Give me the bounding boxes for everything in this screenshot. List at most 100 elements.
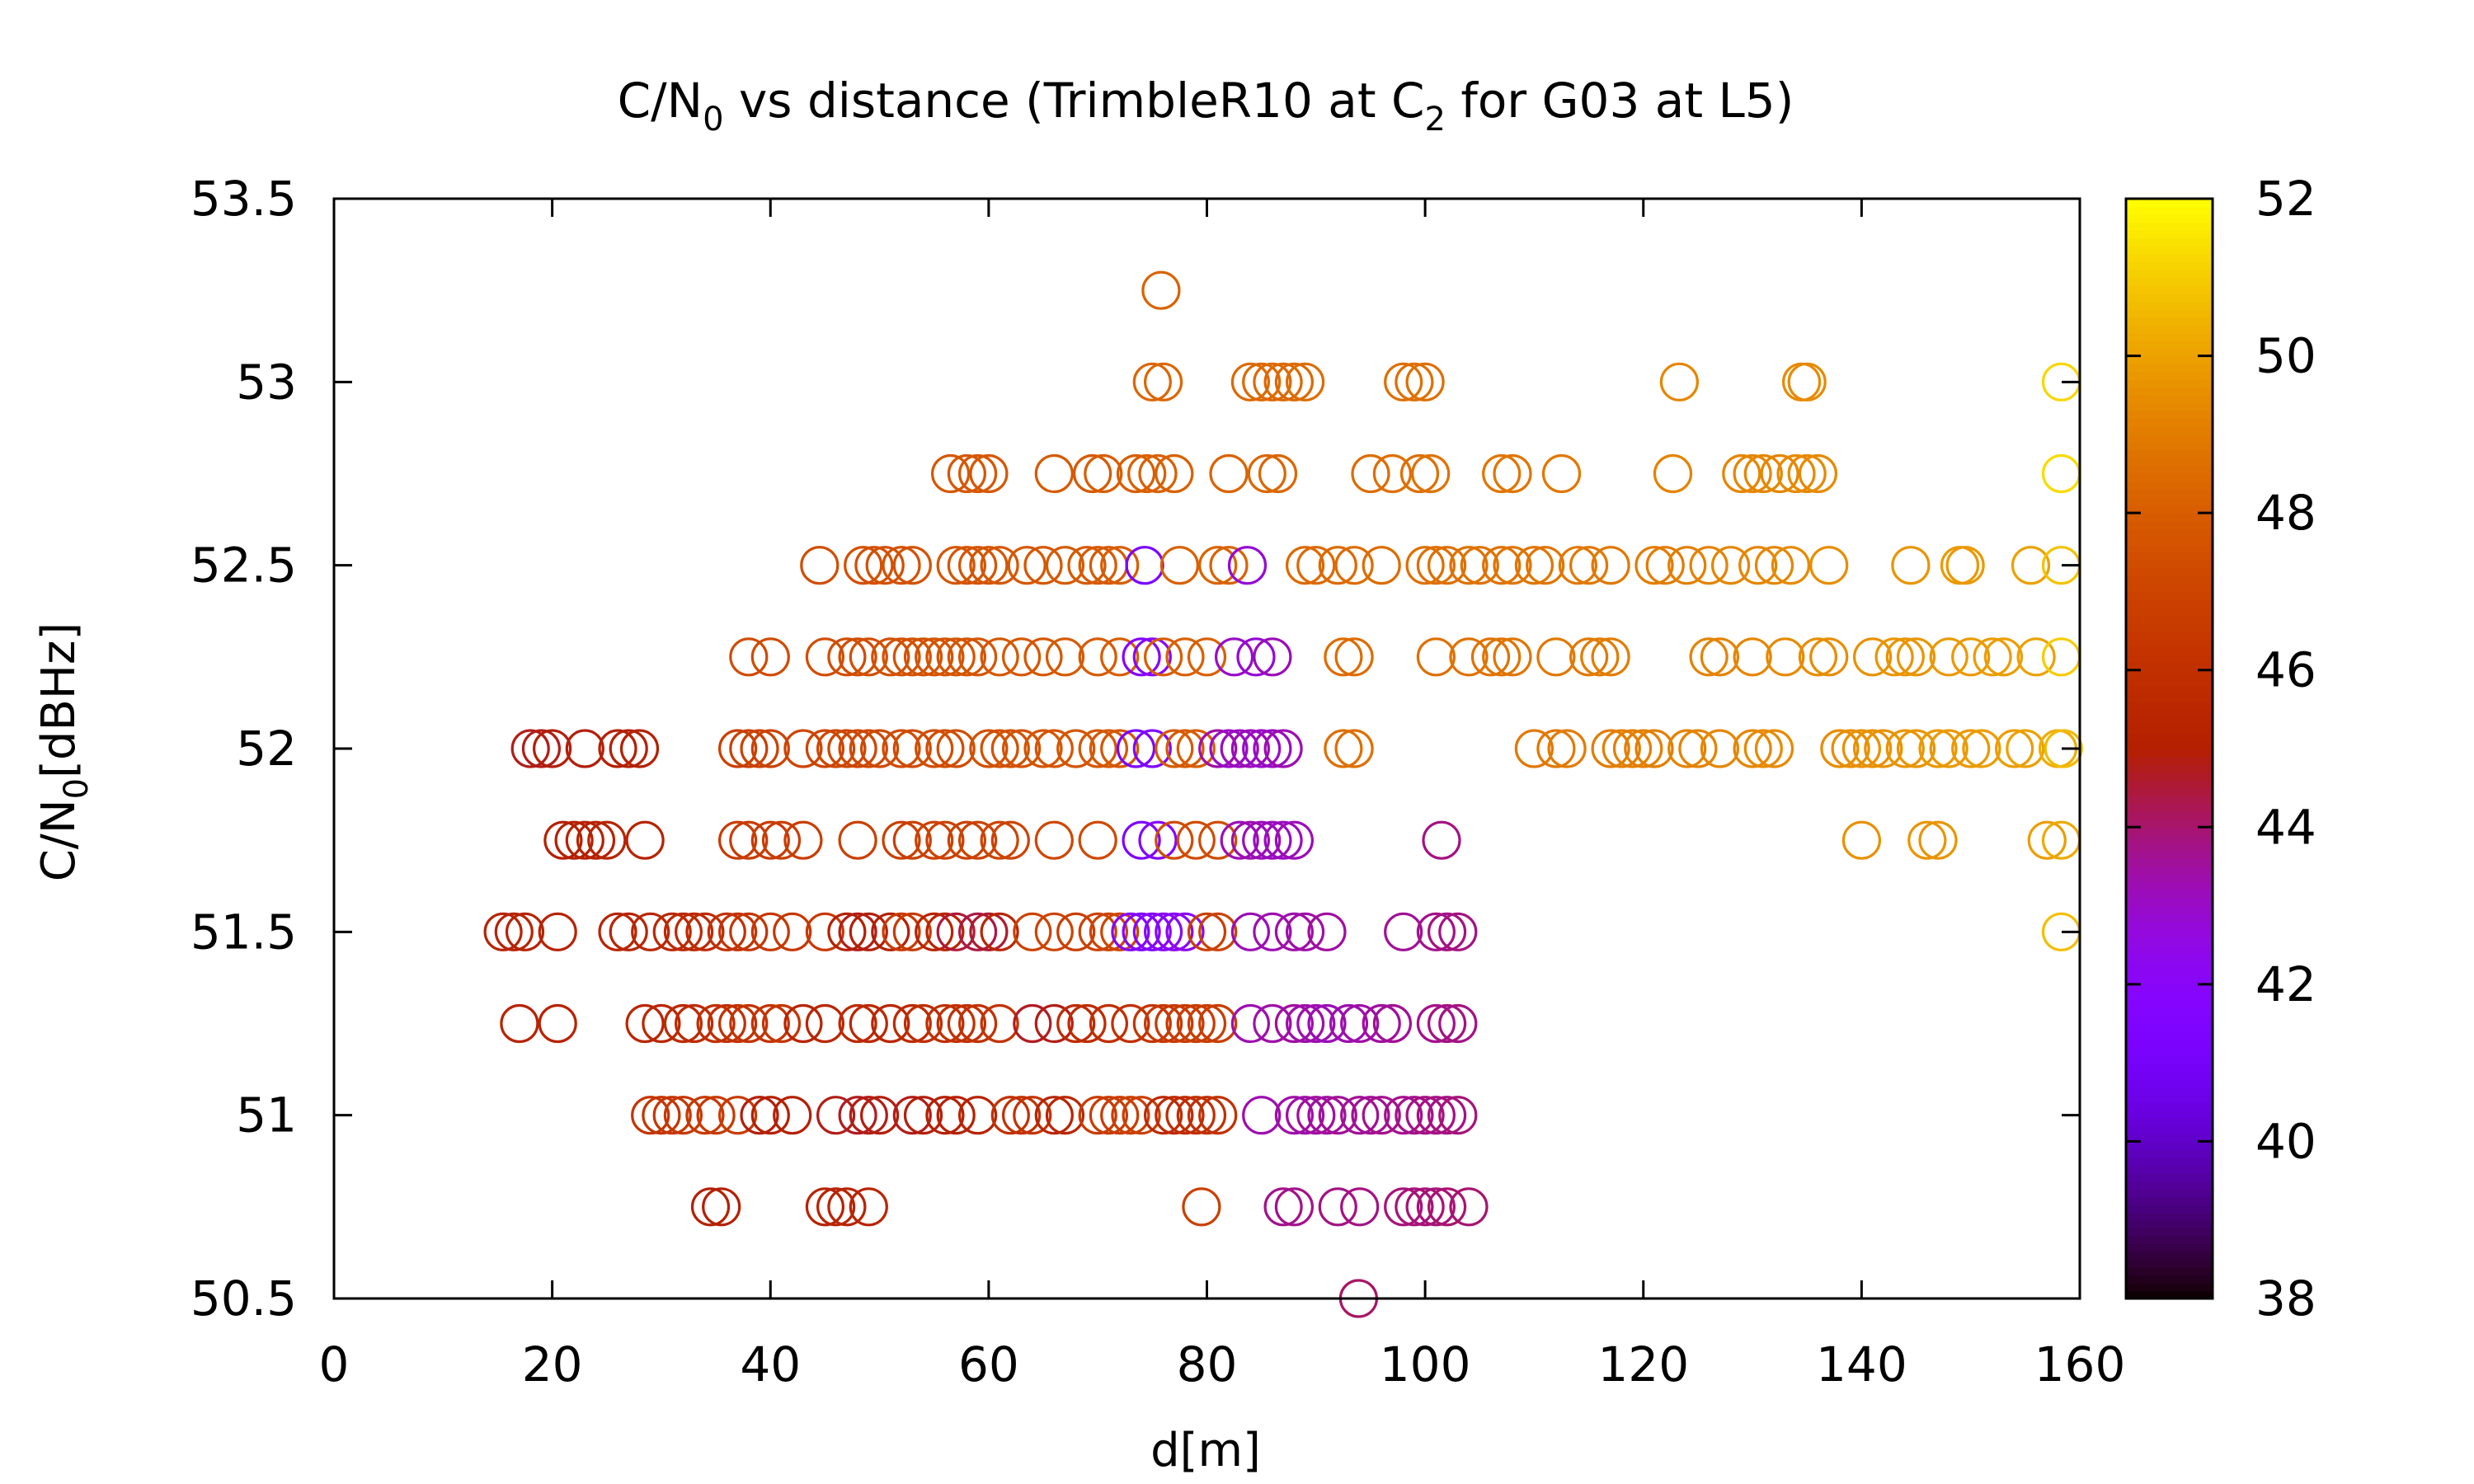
- data-point: [663, 1003, 703, 1044]
- data-point: [696, 1003, 736, 1044]
- data-point: [1067, 1003, 1107, 1044]
- data-point: [674, 912, 714, 951]
- data-point: [2027, 820, 2067, 860]
- data-point: [652, 912, 692, 951]
- data-point: [1089, 1096, 1129, 1135]
- data-point: [717, 1003, 758, 1044]
- data-point: [915, 729, 954, 768]
- colorbar-segment: [2126, 732, 2213, 742]
- data-point: [1754, 546, 1794, 585]
- data-point: [1809, 637, 1849, 677]
- data-point: [1198, 729, 1238, 768]
- colorbar-segment: [2126, 308, 2213, 317]
- data-point: [892, 820, 932, 860]
- data-point: [936, 1003, 976, 1044]
- data-point: [1084, 453, 1123, 494]
- data-point: [1001, 637, 1042, 677]
- data-point: [957, 453, 998, 494]
- data-point: [1885, 637, 1925, 677]
- colorbar-segment: [2126, 1266, 2213, 1276]
- colorbar-segment: [2126, 599, 2213, 608]
- data-point: [892, 912, 932, 951]
- colorbar-segment: [2126, 1101, 2213, 1111]
- data-point: [631, 1096, 670, 1135]
- data-point: [1155, 453, 1194, 494]
- data-point: [1541, 453, 1582, 494]
- data-point: [980, 729, 1019, 768]
- colorbar-segment: [2126, 945, 2213, 954]
- data-point: [1449, 1187, 1489, 1227]
- data-point: [903, 1003, 943, 1044]
- colorbar-tick-label: 38: [2255, 1270, 2316, 1327]
- x-tick-label: 80: [1177, 1336, 1238, 1392]
- data-point: [969, 453, 1009, 494]
- data-point: [750, 912, 790, 951]
- data-point: [1907, 820, 1947, 860]
- data-point: [483, 912, 523, 951]
- data-point: [1351, 453, 1390, 494]
- colorbar-tick-label: 52: [2255, 171, 2316, 227]
- colorbar-segment: [2126, 1125, 2213, 1134]
- colorbar-segment: [2126, 803, 2213, 813]
- colorbar-segment: [2126, 1275, 2213, 1284]
- colorbar-tick-label: 46: [2255, 642, 2316, 698]
- data-point: [1198, 546, 1238, 585]
- data-point: [1263, 1187, 1303, 1227]
- colorbar-segment: [2126, 1219, 2213, 1229]
- data-point: [1427, 1096, 1467, 1135]
- colorbar-segment: [2126, 1243, 2213, 1252]
- data-point: [871, 637, 910, 677]
- data-point: [538, 1003, 577, 1044]
- plot-frame: 0 20 40 60 80 100 120 140 160 50.5 51 51.5 52 52.5 53 5…: [190, 171, 2126, 1392]
- data-point: [805, 637, 845, 677]
- data-point: [1143, 362, 1183, 402]
- data-point: [1100, 729, 1140, 768]
- data-point: [844, 546, 883, 585]
- data-point: [1089, 1003, 1129, 1044]
- data-point: [1733, 453, 1772, 494]
- data-point: [800, 546, 840, 585]
- data-point: [1569, 546, 1609, 585]
- data-point: [1253, 912, 1292, 951]
- data-point: [1951, 637, 1991, 677]
- data-point: [1125, 546, 1164, 585]
- data-point: [510, 729, 550, 768]
- data-point: [1351, 1096, 1390, 1135]
- y-tick-label: 52.5: [190, 538, 297, 594]
- data-point: [1569, 637, 1609, 677]
- data-point: [1307, 912, 1347, 951]
- colorbar-segment: [2126, 1110, 2213, 1119]
- data-point: [969, 546, 1009, 585]
- data-point: [1285, 1003, 1325, 1044]
- data-point: [1340, 1003, 1380, 1044]
- data-point: [925, 637, 965, 677]
- data-point: [1602, 729, 1641, 768]
- data-point: [1034, 1096, 1074, 1135]
- data-point: [1165, 912, 1205, 951]
- data-point: [1324, 729, 1363, 768]
- data-point: [1209, 453, 1249, 494]
- data-point: [576, 820, 616, 860]
- data-point: [1198, 1003, 1238, 1044]
- data-point: [1056, 729, 1096, 768]
- colorbar-segment: [2126, 591, 2213, 600]
- colorbar-segment: [2126, 575, 2213, 585]
- x-tick-label: 40: [740, 1336, 801, 1392]
- data-point: [1372, 1003, 1413, 1044]
- data-point: [494, 912, 534, 951]
- data-point: [1285, 1096, 1325, 1135]
- data-point: [1227, 546, 1268, 585]
- data-point: [1296, 1003, 1336, 1044]
- colorbar-segment: [2126, 1054, 2213, 1064]
- colorbar-segment: [2126, 1141, 2213, 1150]
- data-point: [1285, 546, 1325, 585]
- colorbar-segment: [2126, 654, 2213, 663]
- data-point: [740, 729, 779, 768]
- colorbar-segment: [2126, 1181, 2213, 1190]
- colorbar-segment: [2126, 300, 2213, 310]
- colorbar-segment: [2126, 426, 2213, 435]
- colorbar-segment: [2126, 638, 2213, 647]
- data-point: [1449, 637, 1489, 677]
- data-point: [1798, 637, 1837, 677]
- colorbar-segment: [2126, 1251, 2213, 1261]
